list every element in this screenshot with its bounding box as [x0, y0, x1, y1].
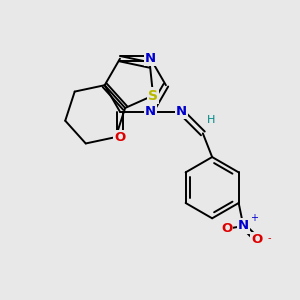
Text: N: N: [176, 105, 187, 118]
Text: N: N: [238, 220, 249, 232]
Text: -: -: [267, 234, 271, 244]
Text: O: O: [221, 222, 232, 236]
Text: N: N: [145, 52, 156, 65]
Text: O: O: [114, 131, 126, 144]
Text: H: H: [207, 116, 215, 125]
Text: +: +: [250, 213, 258, 223]
Text: O: O: [251, 233, 263, 246]
Text: N: N: [145, 105, 156, 118]
Text: S: S: [148, 88, 158, 103]
